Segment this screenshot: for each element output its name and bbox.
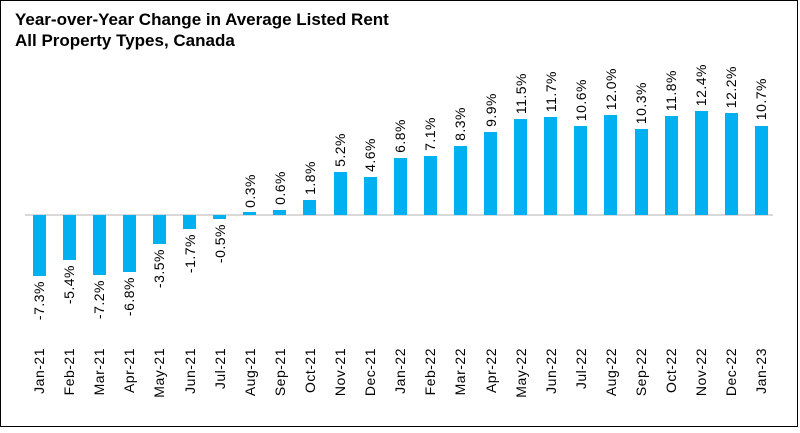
bar [604, 114, 618, 215]
x-axis-label: Apr-22 [482, 348, 499, 394]
bar-value-label: 10.6% [572, 79, 589, 122]
bar-value-label: -7.2% [91, 280, 108, 320]
x-axis-label: Feb-21 [61, 348, 78, 396]
bar-value-label: -0.5% [211, 224, 228, 264]
bar [484, 132, 497, 215]
bar [514, 118, 528, 215]
bar-value-label: 12.2% [723, 65, 740, 109]
chart-title-block: Year-over-Year Change in Average Listed … [15, 9, 389, 51]
bar [152, 215, 166, 245]
x-axis-label: Jan-22 [392, 348, 409, 394]
bar [62, 215, 76, 261]
x-axis-label: Aug-22 [602, 348, 619, 397]
x-axis-label: Jun-21 [181, 348, 198, 394]
x-axis-label: Nov-21 [332, 348, 348, 397]
bar-value-label: -6.8% [121, 276, 138, 316]
x-axis-label: Mar-22 [452, 348, 469, 396]
bar [122, 215, 136, 272]
bar-value-label: -5.4% [61, 265, 78, 305]
bar-value-label: -7.3% [31, 280, 47, 321]
bar-value-label: 0.6% [271, 171, 288, 205]
x-axis-label: Sep-22 [633, 348, 649, 397]
bar [303, 199, 317, 215]
bar [544, 117, 558, 215]
x-axis-label: Dec-21 [362, 348, 379, 397]
x-axis-label: Jan-21 [31, 348, 47, 394]
x-axis-label: May-22 [512, 348, 529, 398]
zero-axis-line [25, 214, 773, 216]
chart-subtitle: All Property Types, Canada [15, 31, 235, 50]
bar-value-label: -3.5% [151, 249, 168, 289]
bar [273, 209, 287, 215]
bar-value-label: 8.3% [452, 106, 469, 141]
bar [754, 125, 768, 215]
bar [393, 158, 407, 215]
bar-value-label: -1.7% [181, 234, 198, 274]
bar-value-label: 1.8% [301, 161, 318, 195]
bar-value-label: 4.6% [362, 137, 379, 172]
bar [453, 145, 467, 215]
bar-value-label: 12.4% [693, 64, 710, 107]
x-axis-label: Jan-23 [753, 348, 770, 394]
x-axis-label: Oct-21 [301, 348, 318, 394]
bar [243, 212, 257, 215]
x-axis-label: Jul-21 [211, 348, 228, 390]
bar [634, 128, 648, 215]
bar-value-label: 7.1% [422, 116, 439, 151]
bar [363, 176, 377, 215]
bar-value-label: 0.3% [241, 173, 258, 208]
bar [183, 215, 196, 230]
x-axis-label: May-21 [151, 348, 168, 398]
bar [694, 111, 708, 215]
x-axis-label: Oct-22 [663, 348, 680, 394]
bar-value-label: 10.3% [633, 81, 649, 124]
bar [724, 113, 738, 215]
bar-value-label: 9.9% [482, 93, 499, 128]
bar-value-label: 10.7% [753, 78, 770, 121]
x-axis-label: Apr-21 [121, 348, 138, 394]
bar [423, 155, 437, 215]
bar [664, 116, 678, 215]
x-axis-label: Mar-21 [91, 348, 108, 396]
bar-value-label: 5.2% [332, 132, 348, 167]
x-axis-label: Jul-22 [572, 348, 589, 390]
x-axis-label: Feb-22 [422, 348, 439, 396]
x-axis-label: Dec-22 [723, 348, 740, 397]
bar [92, 215, 106, 276]
bar [574, 126, 588, 215]
bar [32, 215, 46, 276]
bar-value-label: 11.8% [663, 70, 680, 112]
bar-value-label: 11.7% [542, 71, 559, 113]
x-axis-label: Jun-22 [542, 348, 559, 394]
bar [333, 171, 347, 215]
bar [213, 215, 227, 220]
bar-value-label: 12.0% [602, 67, 619, 110]
x-axis-label: Nov-22 [693, 348, 710, 397]
x-axis-label: Sep-21 [271, 348, 288, 397]
chart-title: Year-over-Year Change in Average Listed … [15, 10, 389, 29]
x-axis-label: Aug-21 [241, 348, 258, 397]
bar-value-label: 6.8% [392, 119, 409, 154]
bar-value-label: 11.5% [512, 72, 529, 114]
